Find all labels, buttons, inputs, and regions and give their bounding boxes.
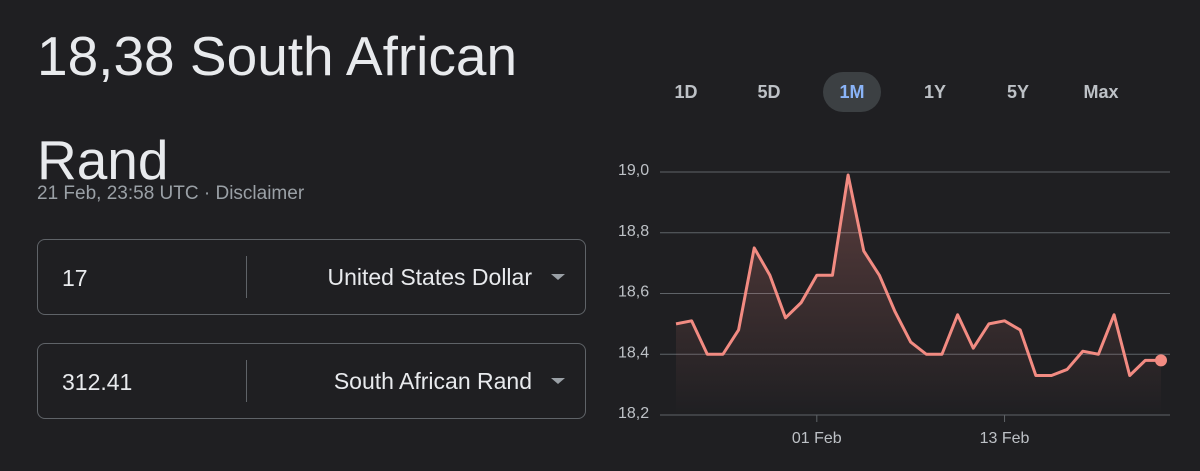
line <box>675 173 1161 378</box>
y-tick-label: 19,0 <box>618 162 649 179</box>
range-button[interactable]: Max <box>1083 82 1119 102</box>
y-tick-label: 18,2 <box>618 405 649 422</box>
y-tick-label: 18,4 <box>618 344 649 361</box>
title: 18,38 South African Rand <box>37 25 518 191</box>
range-button[interactable]: 1Y <box>923 82 947 102</box>
range-button[interactable]: 1M <box>823 72 881 112</box>
x-tick-label: 13 Feb <box>980 430 1030 447</box>
amount-input[interactable]: 17 <box>62 265 88 291</box>
divider <box>246 256 247 298</box>
currency-select[interactable]: South African Rand <box>333 368 532 394</box>
y-tick-label: 18,8 <box>618 223 649 240</box>
last-point <box>1155 354 1167 367</box>
range-button[interactable]: 5D <box>757 82 781 102</box>
divider <box>246 360 247 402</box>
x-tick-label: 01 Feb <box>792 430 842 447</box>
caret <box>551 378 565 384</box>
caret <box>551 274 565 280</box>
converter-row: 312.41 South African Rand <box>37 343 586 419</box>
subtitle: 21 Feb, 23:58 UTC · Disclaimer <box>37 183 305 204</box>
range-button[interactable]: 5Y <box>1006 82 1030 102</box>
converter-row: 17 United States Dollar <box>37 239 586 315</box>
area <box>676 175 1161 415</box>
currency-select[interactable]: United States Dollar <box>327 264 532 290</box>
range-button[interactable]: 1D <box>674 82 698 102</box>
amount-input[interactable]: 312.41 <box>62 369 133 395</box>
y-tick-label: 18,6 <box>618 284 649 301</box>
